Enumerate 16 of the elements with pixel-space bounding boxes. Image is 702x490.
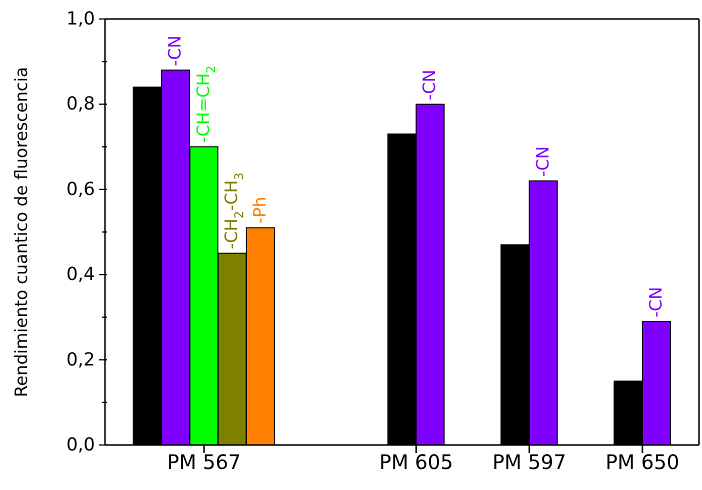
y-tick-label: 0,6	[66, 178, 95, 200]
y-tick-label: 0,8	[66, 94, 95, 115]
x-tick-label: PM 650	[606, 450, 680, 474]
x-tick-label: PM 605	[379, 450, 454, 474]
text: -CN	[420, 69, 440, 100]
x-tick-label: PM 567	[167, 450, 241, 474]
y-tick-label: 1,0	[66, 8, 95, 30]
y-axis-title: Rendimiento cuantico de fluorescencia	[12, 66, 32, 398]
y-tick-label: 0,2	[66, 349, 95, 370]
y-tick-label: 0,0	[66, 434, 95, 456]
text: -CN	[533, 146, 554, 177]
text: -CN	[646, 286, 666, 318]
x-tick-label: PM 597	[492, 450, 566, 474]
text: -CN	[166, 35, 186, 66]
y-tick-label: 0,4	[66, 264, 95, 286]
text: -Ph	[250, 196, 270, 224]
